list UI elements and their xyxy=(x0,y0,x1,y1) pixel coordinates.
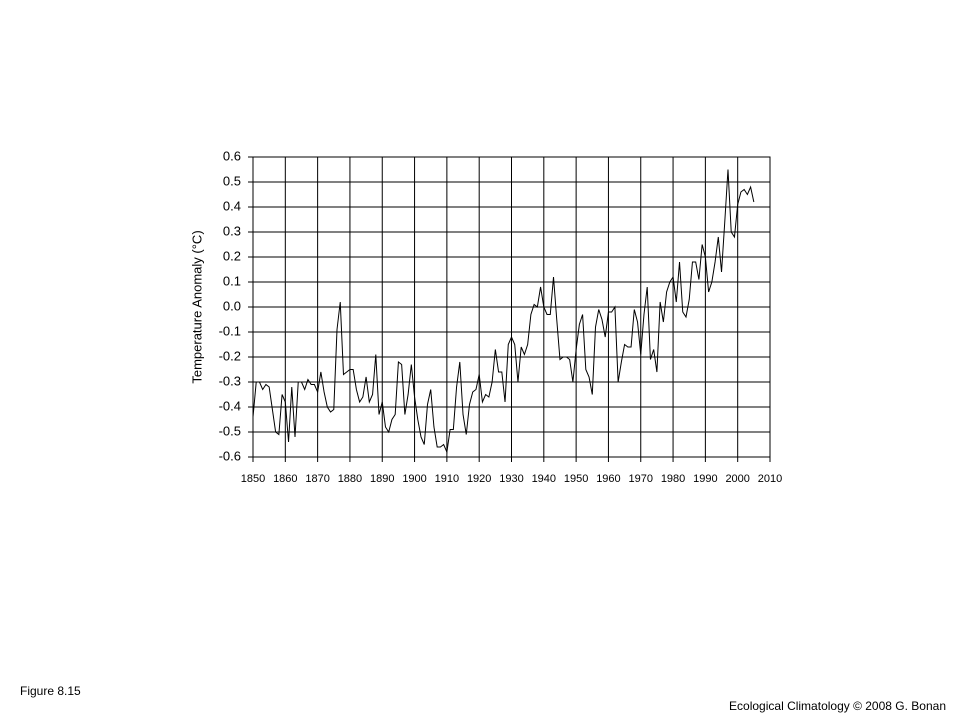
y-tick-label: 0.3 xyxy=(223,223,241,238)
x-tick-label: 1920 xyxy=(467,473,491,485)
y-tick-label: -0.3 xyxy=(219,373,241,388)
x-tick-label: 1880 xyxy=(338,473,362,485)
x-tick-label: 1990 xyxy=(693,473,717,485)
figure-label: Figure 8.15 xyxy=(20,684,81,698)
x-tick-label: 1860 xyxy=(273,473,297,485)
x-tick-label: 1950 xyxy=(564,473,588,485)
y-tick-label: -0.6 xyxy=(219,448,241,463)
y-tick-label: 0.0 xyxy=(223,298,241,313)
x-tick-label: 1890 xyxy=(370,473,394,485)
x-tick-label: 1930 xyxy=(499,473,523,485)
data-line xyxy=(252,169,755,454)
x-tick-label: 1970 xyxy=(629,473,653,485)
credit: Ecological Climatology © 2008 G. Bonan xyxy=(729,699,946,713)
x-tick-label: 2000 xyxy=(725,473,749,485)
x-tick-label: 1940 xyxy=(532,473,556,485)
y-tick-label: -0.2 xyxy=(219,348,241,363)
y-tick-label: -0.1 xyxy=(219,323,241,338)
y-tick-label: 0.1 xyxy=(223,273,241,288)
x-tick-label: 1910 xyxy=(435,473,459,485)
y-tick-label: 0.2 xyxy=(223,248,241,263)
y-axis-label: Temperature Anomaly (°C) xyxy=(189,230,204,383)
y-tick-label: 0.4 xyxy=(223,198,241,213)
x-tick-label: 1980 xyxy=(661,473,685,485)
x-tick-label: 1960 xyxy=(596,473,620,485)
y-tick-label: -0.4 xyxy=(219,398,241,413)
x-tick-label: 1850 xyxy=(241,473,265,485)
x-tick-label: 1870 xyxy=(305,473,329,485)
x-tick-label: 1900 xyxy=(402,473,426,485)
y-tick-label: 0.6 xyxy=(223,148,241,163)
plot-frame xyxy=(252,156,771,458)
x-tick-label: 2010 xyxy=(758,473,782,485)
y-tick-label: -0.5 xyxy=(219,423,241,438)
y-tick-label: 0.5 xyxy=(223,173,241,188)
